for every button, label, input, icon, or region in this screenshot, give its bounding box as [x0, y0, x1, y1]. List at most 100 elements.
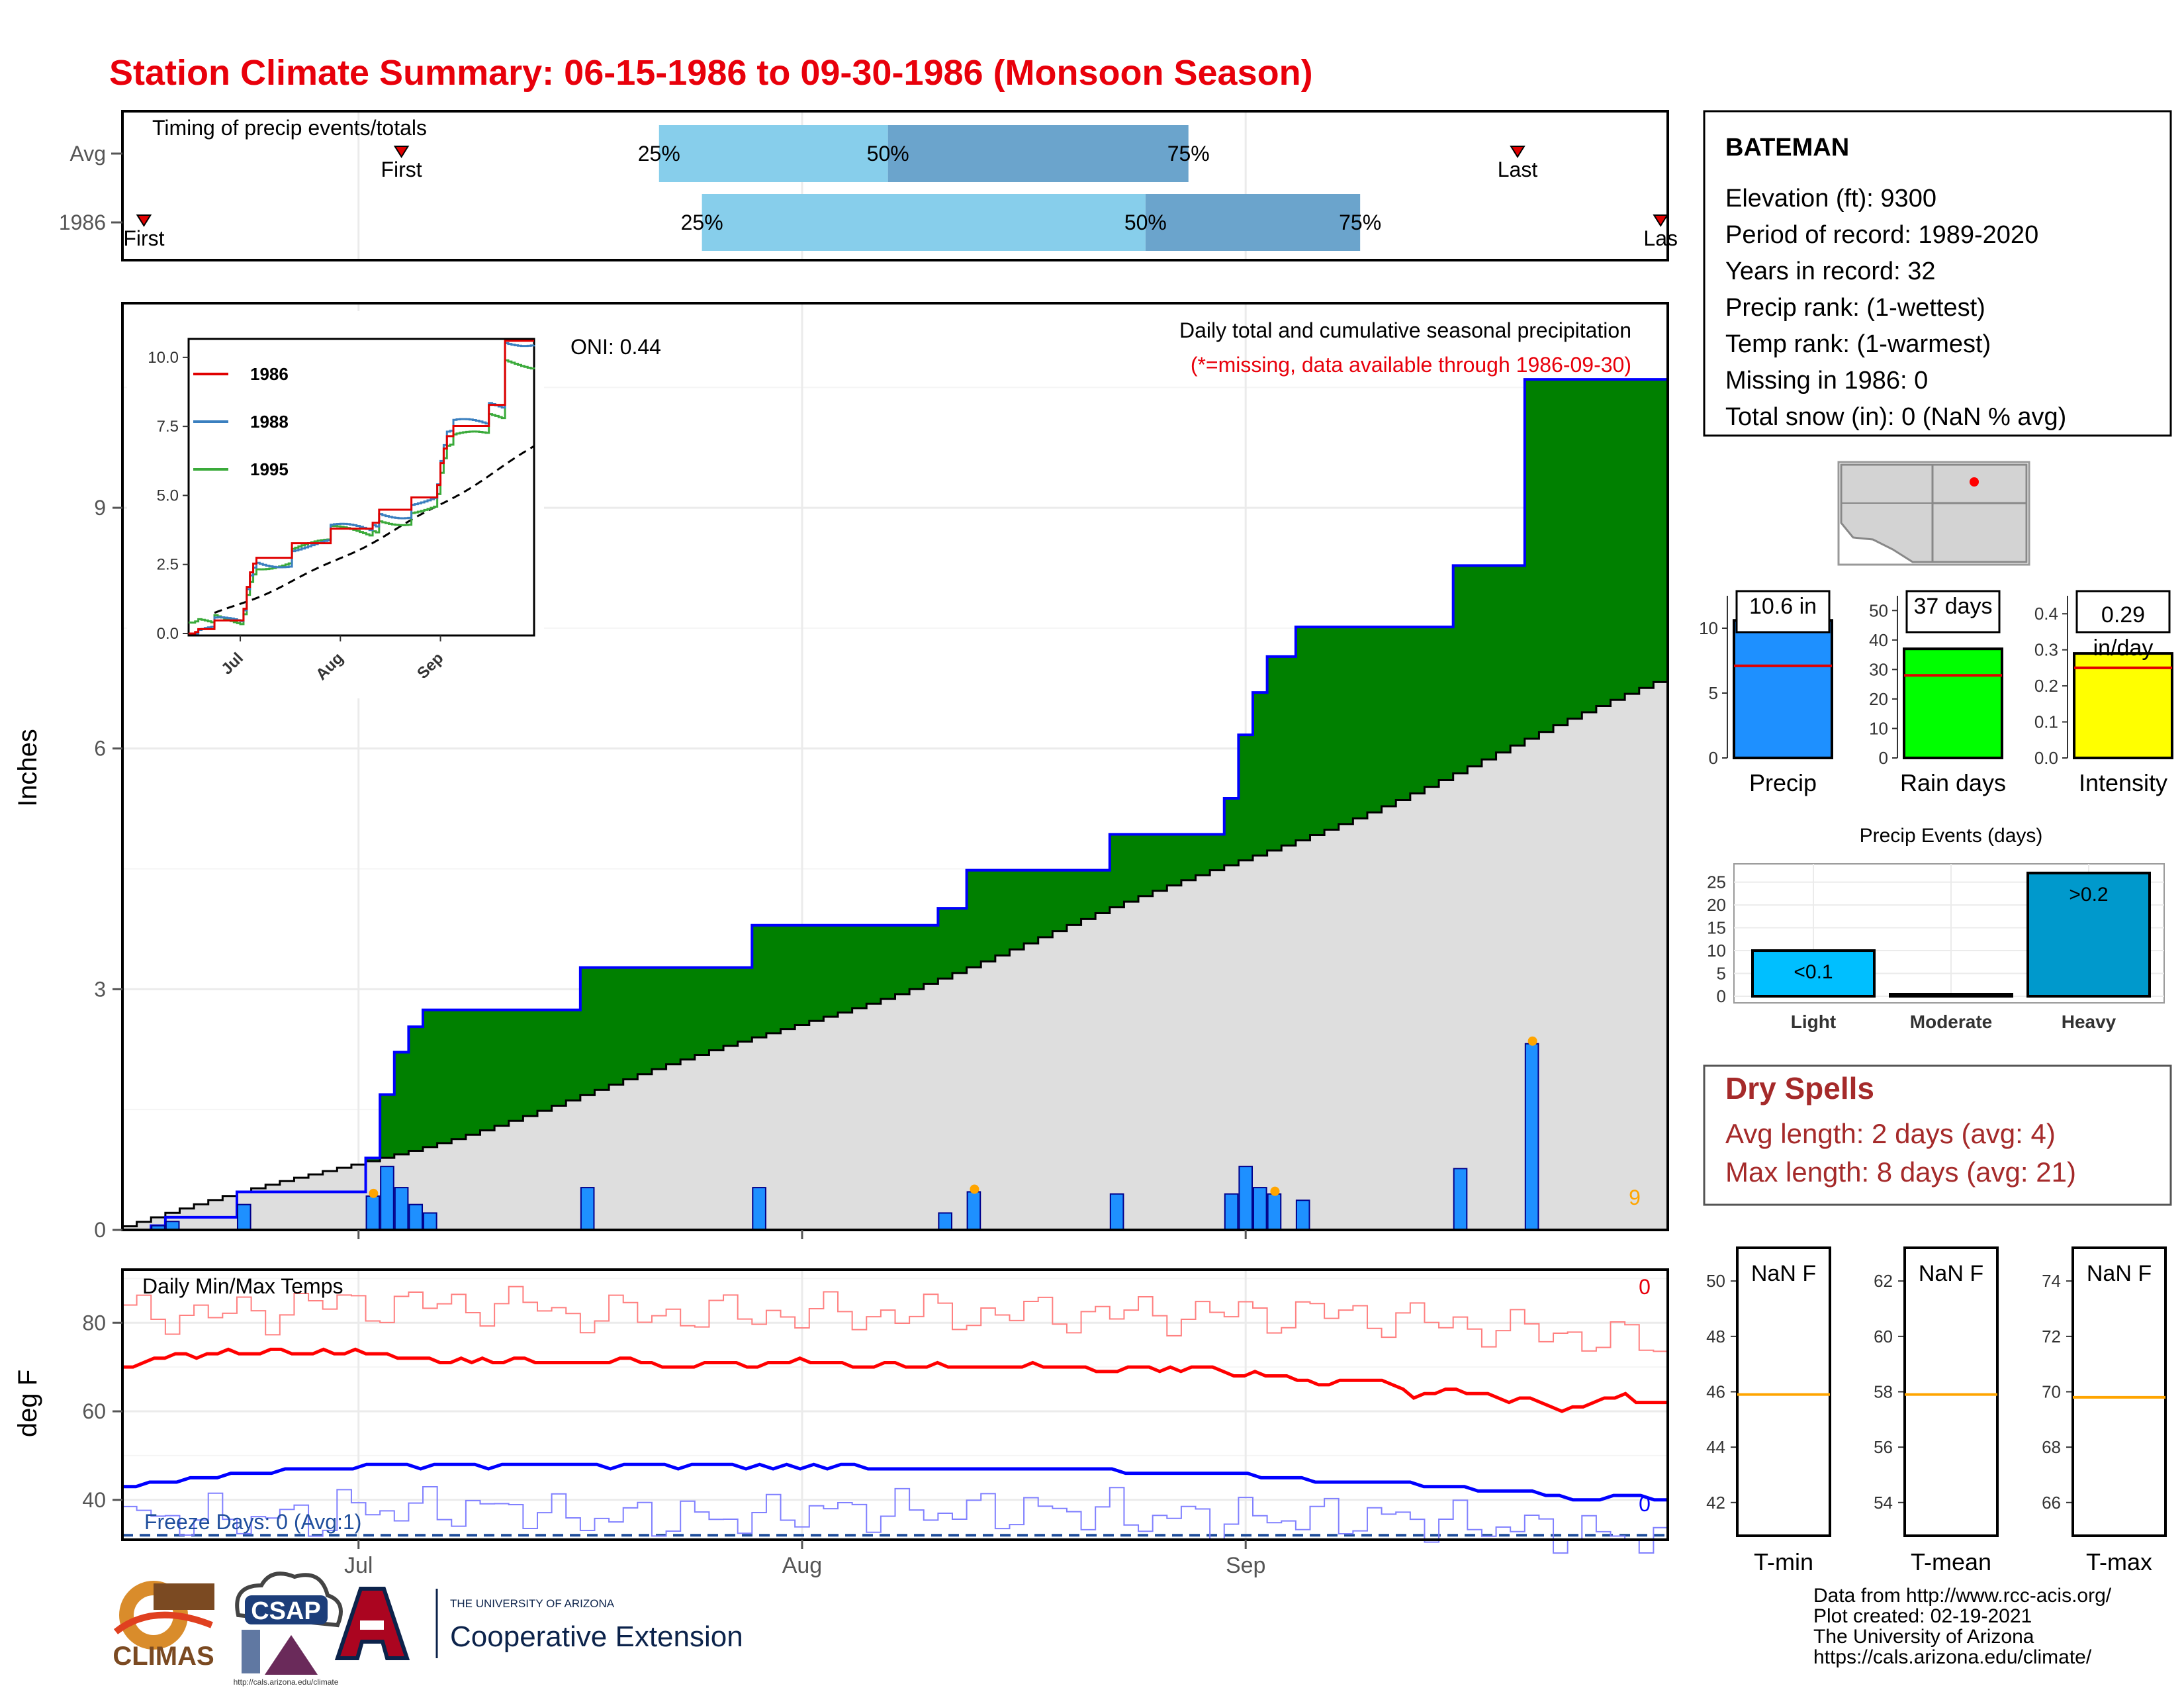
temp-summary-tick-label: 48 — [1706, 1327, 1725, 1346]
temp-summary-tick-label: 66 — [2042, 1493, 2061, 1513]
precip-caption: Daily total and cumulative seasonal prec… — [1179, 318, 1631, 342]
temp-xtick-label: Jul — [344, 1553, 373, 1578]
temp-summary-value: NaN F — [1919, 1261, 1983, 1286]
temp-summary-tick-label: 62 — [1874, 1271, 1893, 1291]
precip-ytick-label: 0 — [94, 1218, 106, 1242]
timing-last-marker-label: Las — [1643, 226, 1678, 250]
events-ytick-label: 10 — [1707, 941, 1726, 961]
timing-bar-q2-q3 — [1145, 194, 1361, 251]
summary-bar-tick-label: 10 — [1869, 718, 1888, 738]
temp-ytick-label: 40 — [82, 1488, 106, 1512]
temp-summary-box — [1903, 1246, 1999, 1537]
timing-bar-q2-q3 — [887, 125, 1189, 182]
timing-last-marker — [1653, 214, 1668, 227]
temp-ytick-label: 80 — [82, 1311, 106, 1335]
timing-label-75: 75% — [1167, 142, 1210, 165]
climas-logo: CLIMAS — [113, 1581, 214, 1671]
daily-precip-bar — [1267, 1193, 1282, 1231]
inset-ytick-label: 7.5 — [157, 418, 179, 436]
events-ytick-label: 5 — [1717, 964, 1726, 984]
summary-bar-tick-label: 0.4 — [2034, 604, 2058, 624]
svg-text:http://cals.arizona.edu/climat: http://cals.arizona.edu/climate — [234, 1677, 339, 1687]
station-missing: Missing in 1986: 0 — [1725, 367, 1928, 395]
summary-bar-precip: 0 5 10 10.6 in Precip — [1699, 590, 1833, 796]
events-bar-label: >0.2 — [2069, 884, 2108, 906]
timing-row-label-year: 1986 — [59, 211, 106, 234]
heavy-event-marker — [369, 1188, 379, 1198]
ua-name-text: THE UNIVERSITY OF ARIZONA — [450, 1597, 615, 1610]
summary-bar-value-unit: in/day — [2093, 635, 2154, 661]
events-ytick-label: 20 — [1707, 895, 1726, 915]
temp-summary-tick-label: 60 — [1874, 1327, 1893, 1346]
station-info-box: BATEMAN Elevation (ft): 9300 Period of r… — [1703, 110, 2172, 437]
summary-bar-tick-label: 30 — [1869, 659, 1888, 679]
inset-legend-label: 1995 — [250, 459, 289, 479]
temp-summary-tick-label: 58 — [1874, 1382, 1893, 1402]
tmin-count: 0 — [1639, 1492, 1651, 1516]
precip-ytick-label: 3 — [94, 977, 106, 1001]
events-ytick-label: 0 — [1717, 986, 1726, 1006]
daily-precip-bar — [365, 1195, 381, 1231]
station-location-marker — [1970, 477, 1979, 487]
cumulative-above-avg-area — [122, 379, 1668, 1230]
summary-bar-tick-label: 0.3 — [2034, 640, 2058, 660]
summary-bar-value: 0.29 — [2101, 602, 2145, 628]
timing-label-25: 25% — [681, 211, 723, 234]
coop-ext-text: Cooperative Extension — [450, 1620, 743, 1653]
dry-spells-avg: Avg length: 2 days (avg: 4) — [1725, 1118, 2056, 1149]
temp-summary-tick-label: 56 — [1874, 1437, 1893, 1457]
timing-bar-q1-q2 — [702, 194, 1146, 251]
climas-logo-text: CLIMAS — [113, 1642, 214, 1671]
csap-logo-text: CSAP — [251, 1597, 321, 1625]
events-ytick-label: 25 — [1707, 872, 1726, 892]
summary-bar-label: Rain days — [1900, 769, 2006, 796]
summary-bar-tick-label: 5 — [1709, 683, 1718, 703]
inset-ytick-label: 5.0 — [157, 487, 179, 504]
events-xtick-label: Heavy — [2062, 1011, 2116, 1032]
summary-bar-value: 37 days — [1913, 594, 1992, 619]
temp-title: Daily Min/Max Temps — [142, 1274, 343, 1298]
summary-bar-tick-label: 50 — [1869, 600, 1888, 620]
daily-precip-bar — [1109, 1193, 1124, 1231]
daily-precip-bar — [1253, 1187, 1267, 1231]
tmax-count: 0 — [1639, 1275, 1651, 1299]
events-title: Precip Events (days) — [1860, 825, 2043, 847]
summary-bar-tick-label: 0.1 — [2034, 712, 2058, 732]
temp-summary-tick-label: 74 — [2042, 1271, 2061, 1291]
temp-summary-tick-label: 46 — [1706, 1382, 1725, 1402]
temp-ytick-label: 60 — [82, 1399, 106, 1423]
daily-precip-bar — [580, 1187, 595, 1231]
timing-label-50: 50% — [867, 142, 909, 165]
footer-line-data: Data from http://www.rcc-acis.org/ — [1813, 1585, 2112, 1607]
timing-panel: Timing of precip events/totals Avg 1986 … — [59, 110, 1678, 261]
temp-summary-value: NaN F — [1751, 1261, 1816, 1286]
events-bar-heavy — [2026, 871, 2151, 998]
avg-tmin-line — [122, 1462, 1668, 1502]
csap-logo: CSAP http://cals.arizona.edu/climate — [234, 1571, 343, 1687]
location-map — [1837, 461, 2030, 566]
heavy-event-marker — [1270, 1186, 1280, 1196]
precip-ytick-label: 6 — [94, 737, 106, 761]
summary-bar-tick-label: 0 — [1879, 748, 1888, 768]
daily-precip-bar — [236, 1203, 251, 1231]
daily-precip-bar — [938, 1212, 952, 1231]
timing-label-50: 50% — [1124, 211, 1167, 234]
oni-label: ONI: 0.44 — [570, 335, 661, 359]
timing-first-marker-label: First — [381, 158, 422, 181]
temp-summary-box — [2071, 1246, 2167, 1537]
dry-spells-box: Dry Spells Avg length: 2 days (avg: 4) M… — [1703, 1064, 2172, 1206]
temp-summary-tick-label: 42 — [1706, 1493, 1725, 1513]
page-title: Station Climate Summary: 06-15-1986 to 0… — [109, 53, 1313, 93]
summary-bar-tick-label: 10 — [1699, 618, 1718, 638]
summary-bar-tick-label: 20 — [1869, 689, 1888, 709]
summary-bar-tick-label: 0.0 — [2034, 748, 2058, 768]
precip-caption-missing: (*=missing, data available through 1986-… — [1191, 353, 1631, 377]
temp-summary-label: T-max — [2086, 1548, 2152, 1575]
temp-summary-t-min: 42 44 46 48 50 NaN F T-min — [1706, 1246, 1831, 1575]
summary-bar-fill — [1733, 619, 1833, 759]
temp-xtick-label: Aug — [782, 1553, 823, 1578]
temp-xtick-label: Sep — [1226, 1553, 1266, 1578]
freeze-days-label: Freeze Days: 0 (Avg:1) — [144, 1510, 361, 1534]
inset-legend-label: 1988 — [250, 412, 289, 432]
daily-tmax-line — [122, 1286, 1668, 1352]
